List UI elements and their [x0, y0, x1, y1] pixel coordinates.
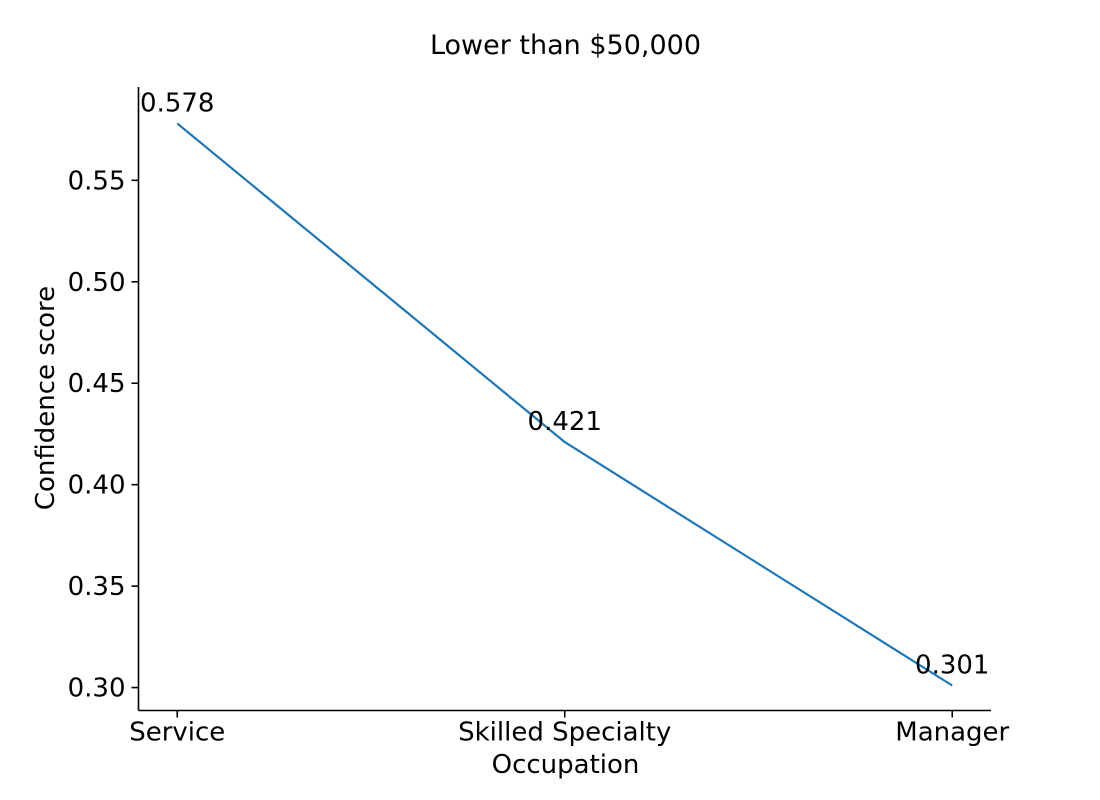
x-tick-label: Manager: [895, 718, 1009, 748]
y-tick-label: 0.45: [68, 369, 126, 399]
x-axis-label: Occupation: [491, 750, 640, 780]
point-label: 0.301: [915, 651, 989, 681]
point-label: 0.421: [528, 407, 602, 437]
y-tick-label: 0.55: [68, 166, 126, 196]
y-tick-label: 0.40: [68, 471, 126, 501]
x-tick-label: Skilled Specialty: [458, 718, 671, 748]
x-tick-label: Service: [129, 718, 225, 748]
point-label: 0.578: [140, 89, 214, 119]
data-line: [176, 122, 953, 687]
y-tick-label: 0.50: [68, 268, 126, 298]
y-tick-label: 0.30: [68, 674, 126, 704]
y-tick-label: 0.35: [68, 572, 126, 602]
chart-title: Lower than $50,000: [429, 30, 702, 61]
